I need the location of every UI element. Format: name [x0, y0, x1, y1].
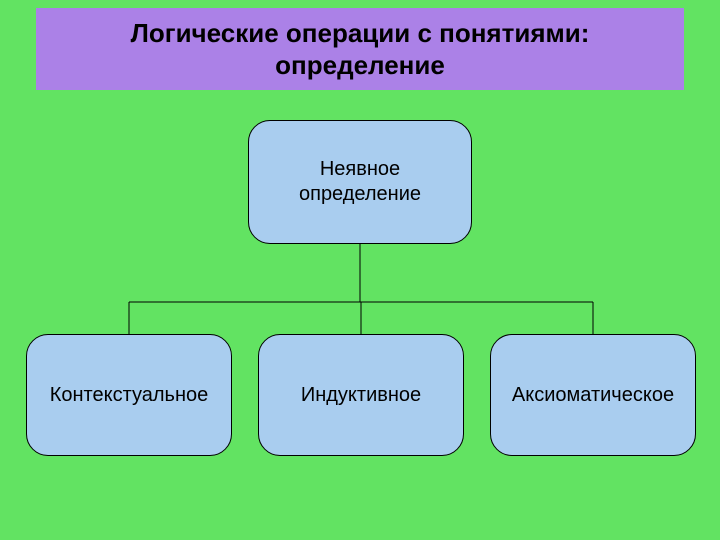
- tree-child-node: Индуктивное: [258, 334, 464, 456]
- title-line-1: Логические операции с понятиями:: [131, 17, 590, 50]
- tree-child-node: Аксиоматическое: [490, 334, 696, 456]
- tree-parent-node: Неявное определение: [248, 120, 472, 244]
- diagram-canvas: Логические операции с понятиями: определ…: [0, 0, 720, 540]
- parent-label-line-1: Неявное: [299, 157, 421, 182]
- tree-child-node: Контекстуальное: [26, 334, 232, 456]
- title-banner: Логические операции с понятиями: определ…: [36, 8, 684, 90]
- title-line-2: определение: [131, 49, 590, 82]
- parent-label-line-2: определение: [299, 182, 421, 207]
- child-label: Контекстуальное: [50, 383, 209, 408]
- child-label: Индуктивное: [301, 383, 421, 408]
- child-label: Аксиоматическое: [512, 383, 674, 408]
